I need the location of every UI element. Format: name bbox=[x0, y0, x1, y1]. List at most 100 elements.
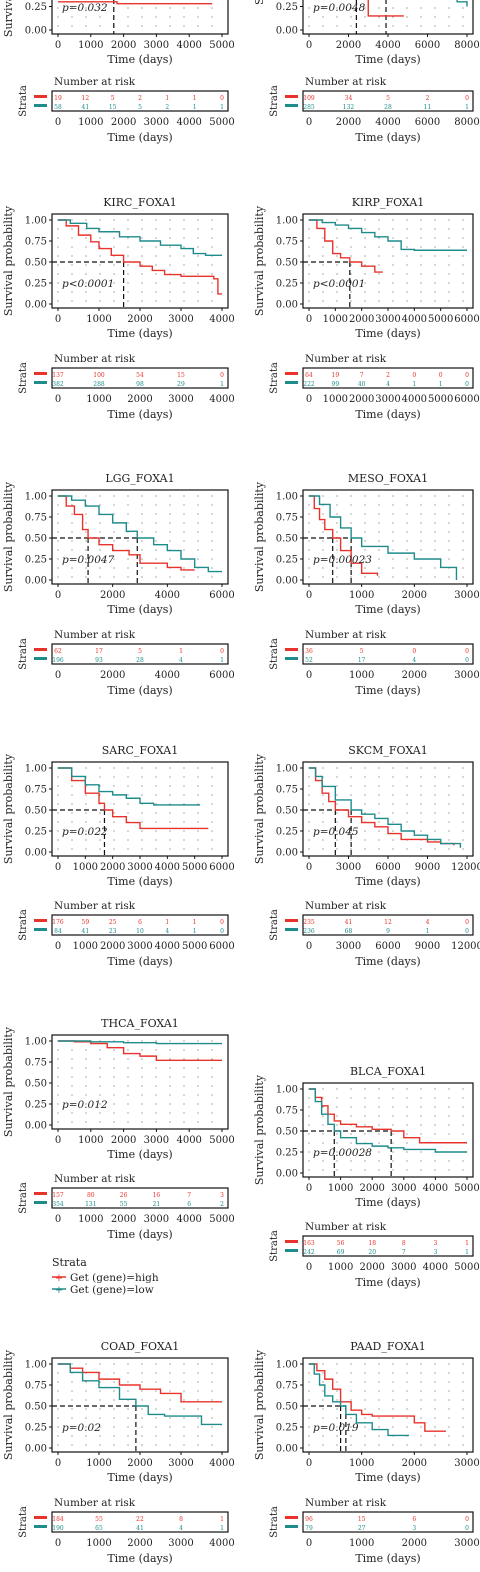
grid-dot bbox=[85, 839, 87, 841]
y-tick-label: 0.50 bbox=[276, 1402, 298, 1413]
grid-dot bbox=[434, 504, 436, 506]
grid-dot bbox=[197, 264, 199, 266]
risk-count-low: 27 bbox=[358, 1525, 366, 1532]
risk-count-high: 19 bbox=[54, 95, 62, 102]
grid-dot bbox=[141, 255, 143, 257]
risk-x-tick-label: 0 bbox=[306, 1538, 312, 1549]
grid-dot bbox=[99, 16, 101, 18]
grid-dot bbox=[183, 1112, 185, 1114]
grid-dot bbox=[141, 1408, 143, 1410]
risk-table-title: Number at risk bbox=[305, 629, 387, 641]
grid-dot bbox=[71, 522, 73, 524]
grid-dot bbox=[85, 1435, 87, 1437]
risk-count-low: 93 bbox=[95, 657, 103, 664]
grid-dot bbox=[322, 25, 324, 27]
grid-dot bbox=[350, 300, 352, 302]
grid-dot bbox=[336, 776, 338, 778]
grid-dot bbox=[85, 1408, 87, 1410]
grid-dot bbox=[197, 576, 199, 578]
grid-dot bbox=[392, 576, 394, 578]
risk-count-high: 3 bbox=[220, 1192, 224, 1199]
risk-count-low: 0 bbox=[465, 657, 469, 664]
grid-dot bbox=[462, 776, 464, 778]
grid-dot bbox=[308, 803, 310, 805]
grid-dot bbox=[406, 1417, 408, 1419]
grid-dot bbox=[127, 848, 129, 850]
grid-dot bbox=[99, 549, 101, 551]
grid-dot bbox=[85, 1085, 87, 1087]
grid-dot bbox=[57, 1426, 59, 1428]
grid-dot bbox=[141, 540, 143, 542]
risk-count-high: 3 bbox=[433, 1240, 437, 1247]
risk-count-high: 109 bbox=[303, 95, 315, 102]
risk-x-tick-label: 3000 bbox=[144, 1214, 169, 1225]
risk-count-low: 0 bbox=[465, 928, 469, 935]
risk-count-high: 0 bbox=[465, 648, 469, 655]
grid-dot bbox=[57, 1121, 59, 1123]
grid-dot bbox=[392, 25, 394, 27]
survival-curve-high bbox=[58, 495, 195, 571]
grid-dot bbox=[392, 848, 394, 850]
risk-table-frame bbox=[51, 90, 229, 112]
strata-label: Strata bbox=[18, 638, 29, 670]
grid-dot bbox=[448, 495, 450, 497]
risk-x-tick-label: 3000 bbox=[375, 394, 400, 405]
strata-swatch-high bbox=[34, 919, 47, 922]
grid-dot bbox=[57, 1085, 59, 1087]
grid-dot bbox=[392, 1160, 394, 1162]
grid-dot bbox=[308, 522, 310, 524]
risk-count-low: 2 bbox=[220, 1201, 224, 1208]
grid-dot bbox=[406, 1106, 408, 1108]
grid-dot bbox=[364, 830, 366, 832]
grid-dot bbox=[378, 785, 380, 787]
risk-x-axis-label: Time (days) bbox=[107, 408, 172, 421]
grid-dot bbox=[462, 513, 464, 515]
risk-count-high: 8 bbox=[179, 1516, 183, 1523]
grid-dot bbox=[364, 767, 366, 769]
risk-count-high: 17 bbox=[95, 648, 103, 655]
grid-dot bbox=[155, 821, 157, 823]
strata-label: Strata bbox=[269, 909, 280, 941]
risk-count-low: 196 bbox=[52, 657, 64, 664]
grid-dot bbox=[420, 767, 422, 769]
grid-dot bbox=[392, 1115, 394, 1117]
grid-dot bbox=[434, 1408, 436, 1410]
grid-dot bbox=[169, 531, 171, 533]
x-tick-label: 0 bbox=[55, 1135, 61, 1146]
grid-dot bbox=[434, 273, 436, 275]
grid-dot bbox=[336, 282, 338, 284]
grid-dot bbox=[113, 1094, 115, 1096]
grid-dot bbox=[308, 567, 310, 569]
grid-dot bbox=[378, 1408, 380, 1410]
risk-x-axis-label: Time (days) bbox=[107, 955, 172, 968]
grid-dot bbox=[392, 803, 394, 805]
grid-dot bbox=[406, 1124, 408, 1126]
risk-count-low: 58 bbox=[54, 104, 62, 111]
risk-x-tick-label: 3000 bbox=[127, 941, 152, 952]
x-tick-label: 4000 bbox=[402, 314, 427, 325]
grid-dot bbox=[448, 282, 450, 284]
risk-count-low: 1 bbox=[193, 104, 197, 111]
grid-dot bbox=[113, 848, 115, 850]
risk-count-high: 1 bbox=[465, 1240, 469, 1247]
grid-dot bbox=[420, 16, 422, 18]
grid-dot bbox=[420, 567, 422, 569]
x-tick-label: 0 bbox=[306, 1183, 312, 1194]
risk-count-low: 382 bbox=[52, 381, 64, 388]
grid-dot bbox=[336, 1408, 338, 1410]
grid-dot bbox=[336, 540, 338, 542]
grid-dot bbox=[420, 219, 422, 221]
y-axis-label: Survival probability bbox=[2, 481, 15, 592]
grid-dot bbox=[378, 549, 380, 551]
grid-dot bbox=[141, 25, 143, 27]
grid-dot bbox=[141, 1444, 143, 1446]
grid-dot bbox=[322, 300, 324, 302]
grid-dot bbox=[197, 1372, 199, 1374]
grid-dot bbox=[183, 1417, 185, 1419]
grid-dot bbox=[322, 1390, 324, 1392]
grid-dot bbox=[85, 821, 87, 823]
grid-dot bbox=[211, 1058, 213, 1060]
grid-dot bbox=[155, 767, 157, 769]
grid-dot bbox=[211, 558, 213, 560]
x-tick-label: 1000 bbox=[78, 1135, 103, 1146]
